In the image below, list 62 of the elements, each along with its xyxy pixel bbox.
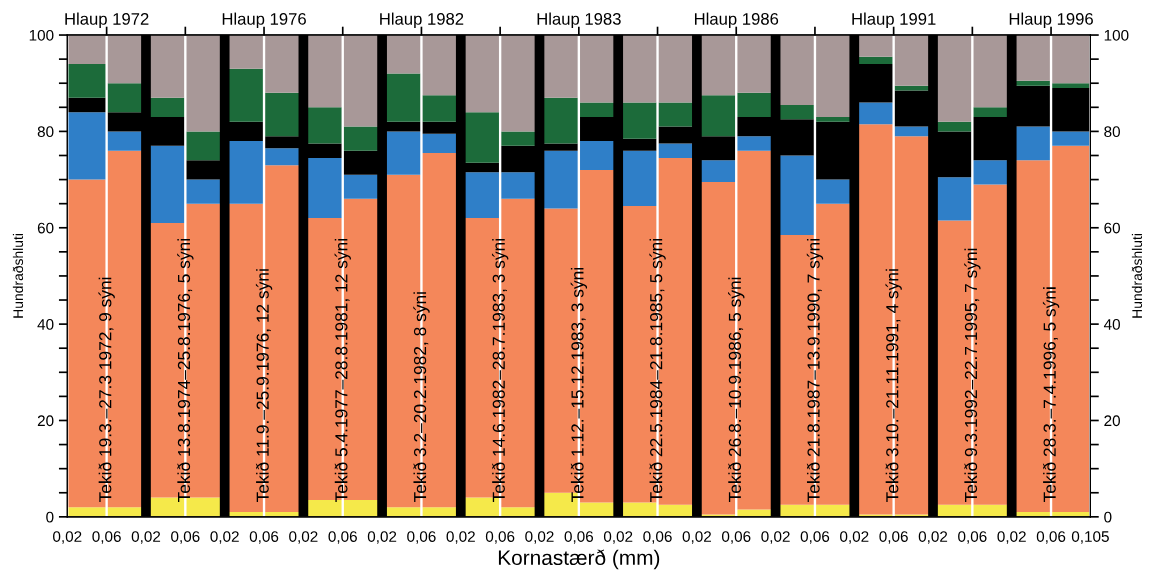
text: 0,02	[289, 531, 318, 544]
annotation: Tekið 3.10.–21.11.1991, 4 sýni	[885, 269, 902, 502]
annotation: Tekið 3.2–20.2.1982, 8 sýni	[413, 292, 430, 502]
text: 0,02	[840, 531, 869, 544]
text: 0,02	[210, 531, 239, 544]
text: 0,02	[603, 531, 633, 544]
text: Hlaup 1983	[537, 12, 621, 29]
annotation: Tekið 19.3.–27.3 1972, 9 sýni	[98, 277, 115, 502]
annotation: Tekið 28.3.–7.4.1996, 5 sýni	[1042, 287, 1060, 502]
y-tick-label: 40	[37, 318, 54, 330]
text: Hlaup 1982	[380, 12, 464, 29]
annotation: Tekið 9.3.1992–22.7.1995, 7 sýni	[964, 248, 981, 502]
text: 0,06	[1036, 531, 1066, 544]
y2-tick-label: 0	[1104, 511, 1112, 523]
annotation: Tekið 14.6.1982–28.7.1983, 3 sýni	[491, 239, 509, 502]
text: 0,06	[249, 531, 279, 544]
text: 0,06	[92, 531, 121, 544]
text: 0,105	[1071, 531, 1109, 544]
text: 0,02	[131, 531, 161, 544]
annotation: Tekið 22.5.1984–21.8.1985, 5 sýni	[649, 239, 666, 502]
annotation: Tekið 26.8.–10.9.1986, 5 sýni	[728, 277, 745, 502]
y-tick-label: 0	[46, 511, 54, 523]
text: 0,06	[171, 531, 200, 544]
text: 0,02	[446, 531, 475, 544]
text: 0,02	[918, 531, 948, 544]
y2-tick-label: 80	[1104, 126, 1120, 138]
text: 0,06	[564, 531, 594, 544]
y2-tick-label: 60	[1104, 222, 1120, 234]
annotation: Tekið 21.8.1987–13.9.1990, 7 sýni	[806, 239, 824, 502]
y2-tick-label: 100	[1104, 29, 1129, 41]
text: 0,06	[958, 531, 987, 544]
y-tick-label: 100	[29, 29, 54, 41]
text: 0,02	[53, 531, 82, 544]
text: 0,06	[485, 531, 515, 544]
y2-tick-label: 20	[1104, 415, 1120, 427]
x-axis-title: Kornastærð (mm)	[498, 549, 660, 570]
y2-axis-title: Hundraðshluti	[1131, 234, 1143, 318]
y-tick-label: 60	[37, 222, 54, 234]
y-tick-label: 20	[37, 415, 54, 427]
text: 0,02	[367, 531, 397, 544]
text: Hlaup 1986	[694, 12, 779, 29]
annotation: Tekið 13.8.1974–25.8.1976, 5 sýni	[177, 239, 194, 502]
y-tick-label: 80	[37, 126, 54, 138]
text: 0,02	[761, 531, 790, 544]
text: 0,02	[997, 531, 1026, 544]
text: 0,06	[800, 531, 830, 544]
y2-tick-label: 40	[1103, 318, 1120, 330]
y-axis-title: Hundraðshluti	[12, 234, 24, 318]
annotation: Tekið 5.4.1977–28.8.1981, 12 sýni	[334, 239, 351, 502]
text: Hlaup 1972	[65, 12, 149, 29]
text: 0,06	[643, 531, 672, 544]
text: 0,06	[328, 531, 357, 544]
text: 0,06	[879, 531, 908, 544]
text: Hlaup 1976	[222, 12, 306, 29]
text: 0,06	[407, 531, 436, 544]
text: 0,06	[721, 531, 751, 544]
text: 0,02	[682, 531, 711, 544]
text: 0,02	[525, 531, 554, 544]
text: Hlaup 1991	[852, 12, 936, 29]
annotation: Tekið 11.9.–25.9.1976, 12 sýni	[255, 269, 273, 502]
text: Hlaup 1996	[1009, 12, 1093, 29]
annotation: Tekið 1.12.–15.12.1983, 3 sýni	[570, 268, 588, 502]
